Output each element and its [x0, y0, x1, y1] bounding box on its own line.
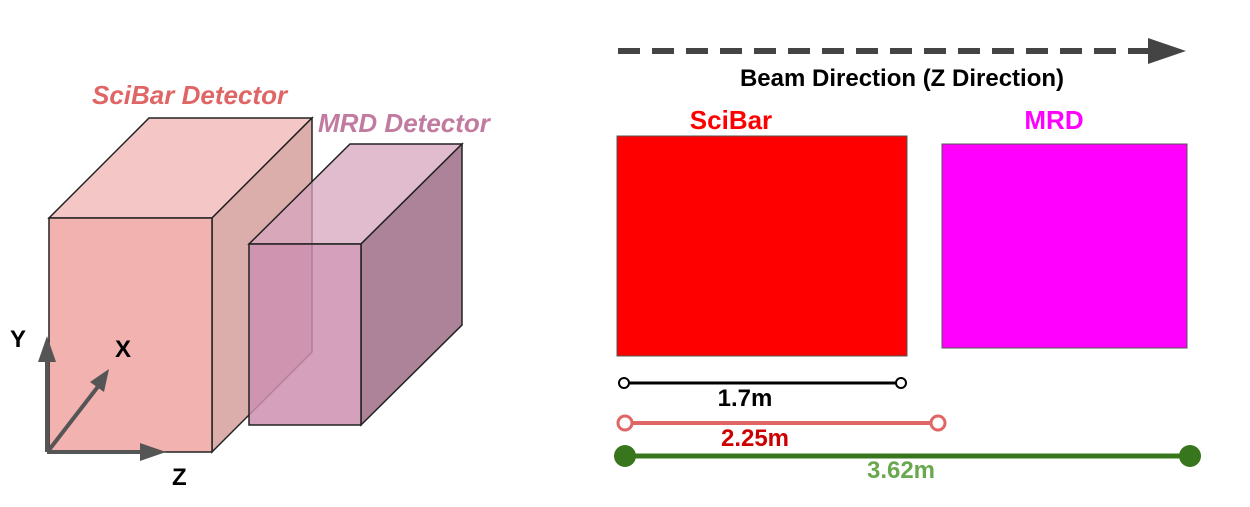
beam-direction-label: Beam Direction (Z Direction)	[740, 65, 1064, 92]
beam-arrowhead	[1148, 38, 1186, 64]
dimension-endpoint	[895, 377, 907, 389]
z-axis-label: Z	[172, 464, 187, 491]
dimension-endpoint	[618, 377, 630, 389]
scibar-block	[616, 135, 908, 357]
dimension-endpoint	[614, 445, 636, 467]
scibar-title: SciBar	[690, 105, 772, 135]
x-axis-line	[47, 382, 102, 452]
mrd-block	[941, 143, 1188, 349]
mrd-title: MRD	[1024, 105, 1083, 135]
y-axis-arrowhead	[38, 336, 56, 362]
dimension-endpoint	[1179, 445, 1201, 467]
mrd-front-face	[248, 243, 362, 426]
dimension-endpoint	[929, 414, 947, 432]
mrd-detector-label: MRD Detector	[318, 108, 492, 138]
dimension-value-label: 1.7m	[718, 385, 773, 412]
dimension-value-label: 2.25m	[721, 425, 789, 452]
dimension-scibar-length: 1.7m	[618, 377, 907, 412]
scibar-detector-label: SciBar Detector	[92, 80, 289, 110]
dimension-endpoint	[616, 414, 634, 432]
x-axis-arrowhead	[90, 369, 109, 392]
mrd-3d-box	[247, 142, 464, 427]
dimension-scibar-to-mrd: 2.25m	[616, 414, 947, 452]
beam-direction-arrow	[618, 38, 1186, 64]
x-axis-label: X	[115, 336, 131, 363]
y-axis-label: Y	[10, 326, 26, 353]
coordinate-axes: Y X Z	[10, 326, 187, 491]
dimension-total-length: 3.62m	[614, 445, 1201, 484]
dimension-value-label: 3.62m	[867, 457, 935, 484]
z-axis-arrowhead	[140, 443, 166, 461]
